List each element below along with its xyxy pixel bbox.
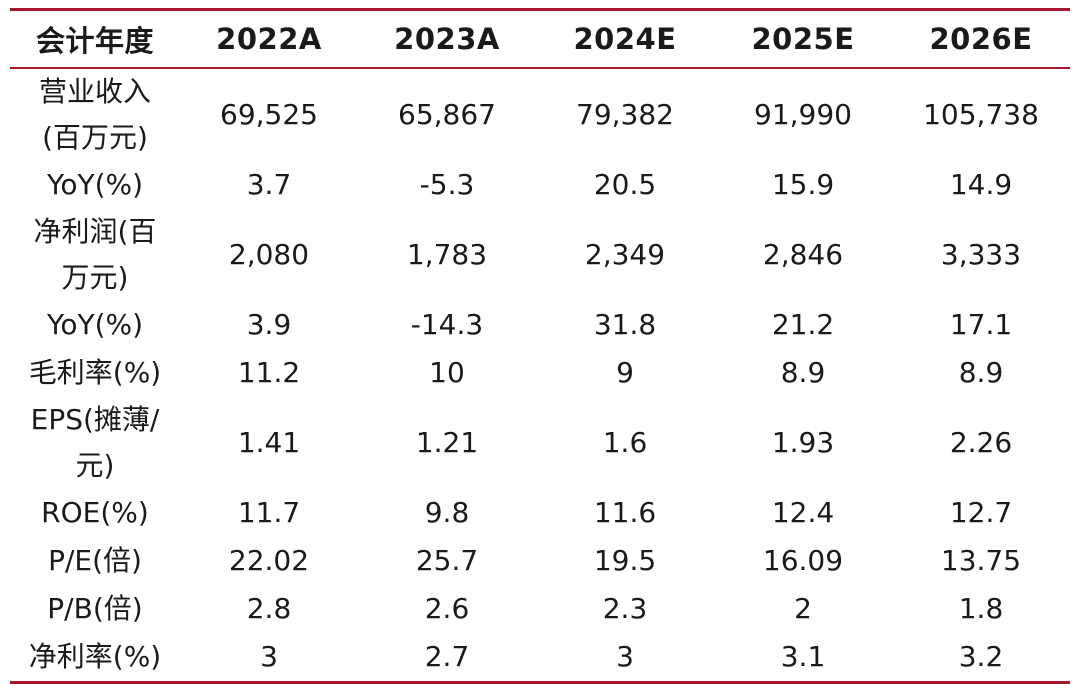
table-cell: 2.26 bbox=[949, 426, 1013, 459]
table-cell: 9 bbox=[616, 356, 634, 389]
row-label: 毛利率(%) bbox=[28, 356, 162, 389]
table-row-pb: P/B(倍) 2.8 2.6 2.3 2 1.8 bbox=[10, 585, 1070, 633]
table-cell: 2.6 bbox=[424, 592, 470, 625]
header-rule bbox=[10, 67, 1070, 69]
row-label: EPS(摊薄/元) bbox=[30, 403, 160, 482]
table-row-roe: ROE(%) 11.7 9.8 11.6 12.4 12.7 bbox=[10, 489, 1070, 537]
table-cell: 3.7 bbox=[246, 168, 292, 201]
table-cell: 12.4 bbox=[771, 496, 835, 529]
header-cell-label: 会计年度 bbox=[35, 24, 154, 58]
table-cell: 2 bbox=[794, 592, 812, 625]
table-cell: 15.9 bbox=[771, 168, 835, 201]
table-cell: 1.6 bbox=[602, 426, 648, 459]
table-cell: 3 bbox=[260, 640, 278, 673]
row-label: ROE(%) bbox=[41, 496, 149, 529]
table-cell: 3,333 bbox=[940, 238, 1022, 271]
table-cell: 2.8 bbox=[246, 592, 292, 625]
row-label: YoY(%) bbox=[46, 168, 144, 201]
table-row-net-profit-yoy: YoY(%) 3.9 -14.3 31.8 21.2 17.1 bbox=[10, 301, 1070, 349]
table-cell: -14.3 bbox=[410, 308, 484, 341]
table-cell: 91,990 bbox=[754, 98, 852, 131]
header-cell-2022a: 2022A bbox=[216, 22, 322, 56]
financial-forecast-body: 营业收入(百万元) 69,525 65,867 79,382 91,990 105,738… bbox=[10, 69, 1070, 681]
table-cell: 1.21 bbox=[415, 426, 479, 459]
row-label: P/E(倍) bbox=[48, 544, 142, 577]
table-cell: 11.6 bbox=[593, 496, 657, 529]
table-cell: 1.93 bbox=[771, 426, 835, 459]
row-label: 净利率(%) bbox=[28, 640, 162, 673]
table-cell: 12.7 bbox=[949, 496, 1013, 529]
table-cell: 3.1 bbox=[780, 640, 826, 673]
table-row-gross-margin: 毛利率(%) 11.2 10 9 8.9 8.9 bbox=[10, 349, 1070, 397]
table-cell: 8.9 bbox=[780, 356, 826, 389]
table-cell: 3 bbox=[616, 640, 634, 673]
table-cell: 69,525 bbox=[220, 98, 318, 131]
row-label: YoY(%) bbox=[46, 308, 144, 341]
table-cell: 9.8 bbox=[424, 496, 470, 529]
header-cell-2024e: 2024E bbox=[573, 22, 677, 56]
row-label: P/B(倍) bbox=[47, 592, 143, 625]
header-cell-2026e: 2026E bbox=[929, 22, 1033, 56]
table-cell: 10 bbox=[429, 356, 465, 389]
table-row-pe: P/E(倍) 22.02 25.7 19.5 16.09 13.75 bbox=[10, 537, 1070, 585]
table-cell: 17.1 bbox=[949, 308, 1013, 341]
row-label: 净利润(百万元) bbox=[33, 215, 157, 294]
table-cell: 3.2 bbox=[958, 640, 1004, 673]
table-cell: 25.7 bbox=[415, 544, 479, 577]
table-cell: 2.3 bbox=[602, 592, 648, 625]
table-cell: 11.7 bbox=[237, 496, 301, 529]
table-cell: 11.2 bbox=[237, 356, 301, 389]
table-cell: 22.02 bbox=[228, 544, 310, 577]
financial-forecast-table: 会计年度 2022A 2023A 2024E 2025E 2026E bbox=[10, 11, 1070, 67]
table-row-revenue-yoy: YoY(%) 3.7 -5.3 20.5 15.9 14.9 bbox=[10, 161, 1070, 209]
table-row-net-margin: 净利率(%) 3 2.7 3 3.1 3.2 bbox=[10, 633, 1070, 681]
table-cell: 65,867 bbox=[398, 98, 496, 131]
table-cell: 2,080 bbox=[228, 238, 310, 271]
table-row-revenue: 营业收入(百万元) 69,525 65,867 79,382 91,990 105,738 bbox=[10, 69, 1070, 161]
table-cell: 21.2 bbox=[771, 308, 835, 341]
table-cell: 1,783 bbox=[406, 238, 488, 271]
table-cell: 2,349 bbox=[584, 238, 666, 271]
table-cell: 1.41 bbox=[237, 426, 301, 459]
financial-forecast-table-container: 会计年度 2022A 2023A 2024E 2025E 2026E 营业收入(… bbox=[10, 8, 1070, 684]
table-row-net-profit: 净利润(百万元) 2,080 1,783 2,349 2,846 3,333 bbox=[10, 209, 1070, 301]
table-cell: 2,846 bbox=[762, 238, 844, 271]
table-cell: 13.75 bbox=[940, 544, 1022, 577]
table-cell: 79,382 bbox=[576, 98, 674, 131]
table-cell: 16.09 bbox=[762, 544, 844, 577]
table-row-eps: EPS(摊薄/元) 1.41 1.21 1.6 1.93 2.26 bbox=[10, 397, 1070, 489]
table-cell: 14.9 bbox=[949, 168, 1013, 201]
top-rule bbox=[10, 8, 1070, 11]
table-cell: 31.8 bbox=[593, 308, 657, 341]
table-cell: 20.5 bbox=[593, 168, 657, 201]
table-cell: 3.9 bbox=[246, 308, 292, 341]
table-cell: 2.7 bbox=[424, 640, 470, 673]
table-cell: 8.9 bbox=[958, 356, 1004, 389]
table-cell: 105,738 bbox=[923, 98, 1039, 131]
table-cell: 1.8 bbox=[958, 592, 1004, 625]
header-cell-2025e: 2025E bbox=[751, 22, 855, 56]
header-row: 会计年度 2022A 2023A 2024E 2025E 2026E bbox=[10, 11, 1070, 67]
table-cell: -5.3 bbox=[419, 168, 475, 201]
row-label: 营业收入(百万元) bbox=[38, 75, 151, 154]
table-cell: 19.5 bbox=[593, 544, 657, 577]
header-cell-2023a: 2023A bbox=[394, 22, 500, 56]
